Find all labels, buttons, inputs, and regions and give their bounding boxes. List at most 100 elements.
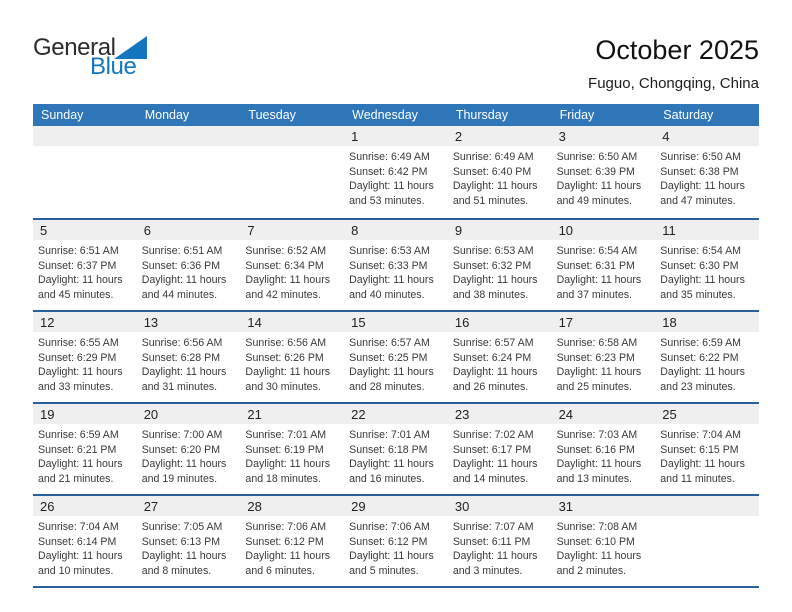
day-number: 2 (454, 129, 463, 144)
weekday-header-saturday: Saturday (663, 108, 714, 122)
day-number-band: 26 27 28 29 30 31 (33, 496, 759, 516)
day-cell: Sunrise: 6:56 AM Sunset: 6:28 PM Daylight:… (137, 332, 241, 395)
day-detail-line: Sunset: 6:33 PM (349, 259, 428, 272)
day-detail-line: Sunset: 6:31 PM (556, 259, 635, 272)
day-cell: Sunrise: 7:03 AM Sunset: 6:16 PM Daylight:… (552, 424, 656, 487)
day-detail-line: Sunrise: 7:05 AM (141, 521, 223, 533)
day-detail-line: Sunset: 6:36 PM (141, 259, 221, 272)
day-detail-line: Sunrise: 7:04 AM (660, 429, 741, 441)
day-number: 31 (558, 499, 574, 514)
day-cell: Sunrise: 7:04 AM Sunset: 6:15 PM Daylight:… (655, 424, 759, 487)
day-detail-line: Sunset: 6:21 PM (38, 443, 117, 456)
day-detail-line: Sunset: 6:23 PM (556, 351, 635, 364)
day-cell: Sunrise: 6:57 AM Sunset: 6:24 PM Daylight:… (448, 332, 552, 395)
day-detail-line: Sunrise: 6:53 AM (349, 245, 430, 257)
day-cell: Sunrise: 6:53 AM Sunset: 6:32 PM Daylight:… (448, 240, 552, 303)
day-number: 10 (558, 223, 574, 238)
day-detail-line: Daylight: 11 hours (349, 366, 434, 379)
day-detail-line: Daylight: 11 hours (245, 274, 331, 287)
day-detail-line: Daylight: 11 hours (245, 366, 331, 379)
general-blue-logo: General Blue (33, 36, 147, 79)
day-detail-line: and 2 minutes. (556, 565, 627, 578)
day-detail-line: and 11 minutes. (660, 473, 735, 486)
day-detail-line: and 10 minutes. (38, 565, 114, 578)
day-detail-line: Daylight: 11 hours (38, 550, 123, 563)
day-detail-line: Sunrise: 6:57 AM (452, 337, 534, 349)
day-detail-line: Daylight: 11 hours (556, 366, 642, 379)
day-number: 20 (143, 407, 159, 422)
day-detail-line: and 33 minutes. (38, 381, 114, 394)
day-detail-line: and 18 minutes. (245, 473, 321, 486)
day-detail-line: Sunset: 6:39 PM (556, 165, 635, 178)
day-number: 30 (454, 499, 470, 514)
day-detail-line: and 38 minutes. (452, 289, 529, 302)
day-number: 3 (558, 129, 566, 144)
week-row: 5 6 7 8 9 10 11 Sunrise: 6:51 AM Sunset: 6:37 PM… (33, 218, 759, 310)
day-detail-line: Sunset: 6:34 PM (245, 259, 324, 272)
day-detail-line: Sunrise: 6:51 AM (141, 245, 223, 257)
day-number: 26 (40, 499, 55, 514)
day-detail-line: Sunset: 6:15 PM (660, 443, 739, 456)
day-detail-line: Sunset: 6:17 PM (452, 443, 532, 456)
day-cell: Sunrise: 6:50 AM Sunset: 6:38 PM Daylight:… (655, 146, 759, 209)
day-detail-line: Daylight: 11 hours (556, 550, 642, 563)
day-cell: Sunrise: 6:56 AM Sunset: 6:26 PM Daylight:… (240, 332, 344, 395)
day-detail-line: Sunset: 6:40 PM (452, 165, 532, 178)
day-number: 1 (351, 129, 359, 144)
calendar-table: Sunday Monday Tuesday Wednesday Thursday Frid… (33, 104, 759, 588)
day-detail-line: Daylight: 11 hours (452, 180, 538, 193)
day-detail-line: Sunrise: 6:55 AM (38, 337, 119, 349)
day-detail-line: and 35 minutes. (660, 289, 736, 302)
weekday-header-friday: Friday (559, 108, 595, 122)
day-detail-line: Daylight: 11 hours (556, 458, 642, 471)
day-detail-line: Daylight: 11 hours (452, 550, 538, 563)
day-number: 19 (40, 407, 55, 422)
day-detail-line: Sunrise: 6:54 AM (556, 245, 638, 257)
day-cell: Sunrise: 6:59 AM Sunset: 6:21 PM Daylight:… (33, 424, 137, 487)
day-cell: Sunrise: 7:05 AM Sunset: 6:13 PM Daylight:… (137, 516, 241, 579)
day-cell: Sunrise: 7:01 AM Sunset: 6:18 PM Daylight:… (344, 424, 448, 487)
week-row: 19 20 21 22 23 24 25 Sunrise: 6:59 AM Sunset: 6:… (33, 402, 759, 494)
day-number: 11 (662, 223, 676, 238)
day-detail-line: Daylight: 11 hours (38, 458, 123, 471)
day-detail-line: and 13 minutes. (556, 473, 632, 486)
day-detail-line: and 26 minutes. (452, 381, 529, 394)
day-detail-line: Daylight: 11 hours (660, 366, 745, 379)
day-detail-line: Daylight: 11 hours (660, 458, 745, 471)
day-cell: Sunrise: 7:01 AM Sunset: 6:19 PM Daylight:… (240, 424, 344, 487)
day-detail-line: Sunrise: 7:06 AM (245, 521, 327, 533)
day-detail-line: Daylight: 11 hours (141, 458, 227, 471)
day-detail-line: Sunset: 6:18 PM (349, 443, 428, 456)
day-detail-line: Daylight: 11 hours (141, 366, 227, 379)
day-number: 12 (40, 315, 55, 330)
day-detail-line: Sunrise: 6:59 AM (38, 429, 119, 441)
day-detail-line: Sunrise: 7:02 AM (452, 429, 534, 441)
day-detail-line: Daylight: 11 hours (38, 366, 123, 379)
day-detail-line: Sunrise: 6:54 AM (660, 245, 741, 257)
day-number: 25 (662, 407, 677, 422)
page-title: October 2025 (595, 35, 759, 65)
day-number: 4 (662, 129, 670, 144)
day-detail-line: Sunrise: 6:56 AM (245, 337, 327, 349)
day-cell: Sunrise: 6:52 AM Sunset: 6:34 PM Daylight:… (240, 240, 344, 303)
day-detail-line: Sunset: 6:25 PM (349, 351, 428, 364)
day-detail-line: Sunrise: 7:01 AM (245, 429, 327, 441)
day-detail-line: Daylight: 11 hours (38, 274, 123, 287)
day-number (655, 496, 759, 517)
day-detail-line: and 8 minutes. (141, 565, 212, 578)
day-detail-line: and 28 minutes. (349, 381, 425, 394)
weekday-header-monday: Monday (144, 108, 190, 122)
weekday-header-thursday: Thursday (455, 108, 508, 122)
day-detail-line: Sunrise: 6:49 AM (452, 151, 534, 163)
day-detail-line: and 37 minutes. (556, 289, 632, 302)
day-detail-line: Daylight: 11 hours (245, 550, 331, 563)
day-detail-line: Sunset: 6:42 PM (349, 165, 428, 178)
day-detail-line: and 16 minutes. (349, 473, 425, 486)
day-detail-line: Daylight: 11 hours (556, 180, 642, 193)
day-detail-line: and 51 minutes. (452, 195, 529, 208)
day-detail-line: Sunset: 6:37 PM (38, 259, 117, 272)
day-cell: Sunrise: 6:51 AM Sunset: 6:37 PM Daylight:… (33, 240, 137, 303)
day-detail-line: Sunrise: 6:52 AM (245, 245, 327, 257)
day-detail-line: Sunrise: 7:07 AM (452, 521, 534, 533)
